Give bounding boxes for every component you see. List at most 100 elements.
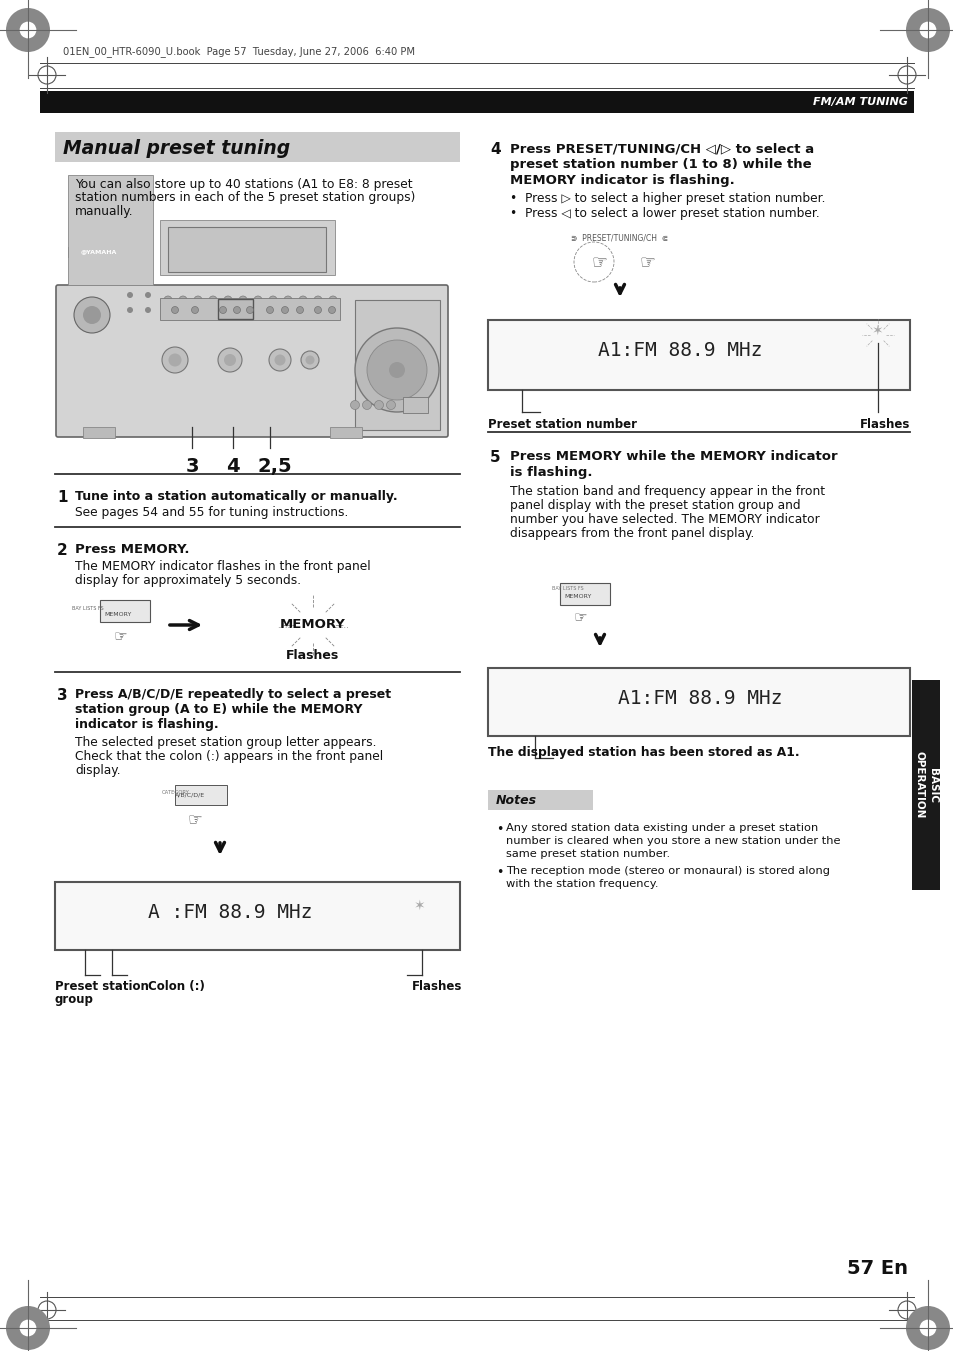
Text: panel display with the preset station group and: panel display with the preset station gr… [510, 499, 800, 512]
Circle shape [219, 307, 226, 313]
Bar [160, 220, 335, 276]
Circle shape [301, 351, 318, 369]
Bar [355, 300, 439, 430]
Text: ☞: ☞ [573, 611, 586, 626]
Text: Press A/B/C/D/E repeatedly to select a preset: Press A/B/C/D/E repeatedly to select a p… [75, 688, 391, 701]
Circle shape [192, 307, 198, 313]
Circle shape [281, 307, 288, 313]
Text: 5: 5 [490, 450, 500, 465]
Text: A/B/C/D/E: A/B/C/D/E [174, 793, 205, 797]
Text: ✶: ✶ [871, 324, 882, 338]
Text: MEMORY: MEMORY [563, 593, 591, 598]
Bar [68, 176, 152, 285]
Text: The displayed station has been stored as A1.: The displayed station has been stored as… [488, 746, 799, 759]
Bar [55, 132, 459, 162]
Circle shape [6, 8, 50, 51]
Text: is flashing.: is flashing. [510, 466, 592, 480]
Circle shape [20, 22, 36, 38]
Text: BAY LISTS FS: BAY LISTS FS [552, 585, 583, 590]
Circle shape [127, 307, 132, 313]
Text: number is cleared when you store a new station under the: number is cleared when you store a new s… [505, 836, 840, 846]
Circle shape [919, 1320, 936, 1336]
Circle shape [209, 296, 216, 304]
Circle shape [218, 349, 242, 372]
Text: manually.: manually. [75, 205, 133, 218]
Circle shape [266, 307, 274, 313]
Circle shape [328, 307, 335, 313]
Text: CATEGORY: CATEGORY [162, 789, 190, 794]
Text: Press MEMORY while the MEMORY indicator: Press MEMORY while the MEMORY indicator [510, 450, 837, 463]
Text: Flashes: Flashes [286, 648, 339, 662]
Bar [83, 427, 115, 438]
Text: Press MEMORY.: Press MEMORY. [75, 543, 190, 557]
Circle shape [20, 1320, 36, 1336]
Text: ......: ...... [333, 620, 349, 630]
Text: Flashes: Flashes [859, 417, 909, 431]
Text: You can also store up to 40 stations (A1 to E8: 8 preset: You can also store up to 40 stations (A1… [75, 178, 413, 190]
Text: Press PRESET/TUNING/CH ◁/▷ to select a: Press PRESET/TUNING/CH ◁/▷ to select a [510, 142, 813, 155]
Text: 4: 4 [226, 457, 239, 476]
Text: Notes: Notes [496, 793, 537, 807]
Text: MEMORY: MEMORY [280, 619, 346, 631]
Circle shape [362, 400, 371, 409]
Circle shape [305, 355, 314, 365]
Circle shape [919, 22, 936, 38]
FancyBboxPatch shape [56, 285, 448, 436]
Text: 1: 1 [57, 490, 68, 505]
Text: same preset station number.: same preset station number. [505, 848, 669, 859]
Bar [168, 227, 326, 272]
Text: ☞: ☞ [188, 811, 202, 830]
Bar [488, 790, 593, 811]
Text: BAY LISTS FS: BAY LISTS FS [72, 607, 104, 612]
Circle shape [164, 296, 172, 304]
Text: The station band and frequency appear in the front: The station band and frequency appear in… [510, 485, 824, 499]
Bar [559, 584, 609, 605]
Bar [911, 680, 939, 890]
Text: Preset station number: Preset station number [488, 417, 637, 431]
Text: number you have selected. The MEMORY indicator: number you have selected. The MEMORY ind… [510, 513, 819, 526]
Text: 57 En: 57 En [846, 1259, 907, 1278]
Bar [174, 785, 227, 805]
Circle shape [905, 1306, 949, 1350]
Text: Colon (:): Colon (:) [148, 979, 205, 993]
Circle shape [145, 307, 151, 313]
Circle shape [224, 296, 232, 304]
Circle shape [246, 307, 253, 313]
Text: 01EN_00_HTR-6090_U.book  Page 57  Tuesday, June 27, 2006  6:40 PM: 01EN_00_HTR-6090_U.book Page 57 Tuesday,… [63, 46, 415, 58]
Text: ☞: ☞ [591, 253, 607, 272]
Text: A :FM 88.9 MHz: A :FM 88.9 MHz [148, 902, 312, 921]
Text: disappears from the front panel display.: disappears from the front panel display. [510, 527, 754, 540]
Text: A1:FM 88.9 MHz: A1:FM 88.9 MHz [618, 689, 781, 708]
Bar [40, 91, 913, 113]
Circle shape [253, 296, 262, 304]
Bar [100, 600, 150, 621]
Circle shape [162, 347, 188, 373]
Text: •: • [496, 866, 503, 880]
Text: The reception mode (stereo or monaural) is stored along: The reception mode (stereo or monaural) … [505, 866, 829, 875]
Bar [160, 299, 339, 320]
Bar [330, 427, 361, 438]
Text: Tune into a station automatically or manually.: Tune into a station automatically or man… [75, 490, 397, 503]
Text: station group (A to E) while the MEMORY: station group (A to E) while the MEMORY [75, 703, 362, 716]
Text: Any stored station data existing under a preset station: Any stored station data existing under a… [505, 823, 818, 834]
Circle shape [269, 296, 276, 304]
Circle shape [389, 362, 405, 378]
Circle shape [179, 296, 187, 304]
Circle shape [239, 296, 247, 304]
Circle shape [905, 8, 949, 51]
Circle shape [386, 400, 395, 409]
Text: BASIC
OPERATION: BASIC OPERATION [913, 751, 937, 819]
Circle shape [269, 349, 291, 372]
Circle shape [83, 305, 101, 324]
Text: ✶: ✶ [414, 898, 425, 913]
Text: preset station number (1 to 8) while the: preset station number (1 to 8) while the [510, 158, 811, 172]
Circle shape [74, 297, 110, 332]
Text: 2,5: 2,5 [257, 457, 292, 476]
Bar [218, 299, 253, 319]
Text: Preset station: Preset station [55, 979, 149, 993]
Text: The MEMORY indicator flashes in the front panel: The MEMORY indicator flashes in the fron… [75, 561, 370, 573]
Circle shape [375, 400, 383, 409]
Text: ☞: ☞ [113, 630, 127, 644]
Text: @YAMAHA: @YAMAHA [81, 250, 117, 254]
Circle shape [224, 354, 235, 366]
